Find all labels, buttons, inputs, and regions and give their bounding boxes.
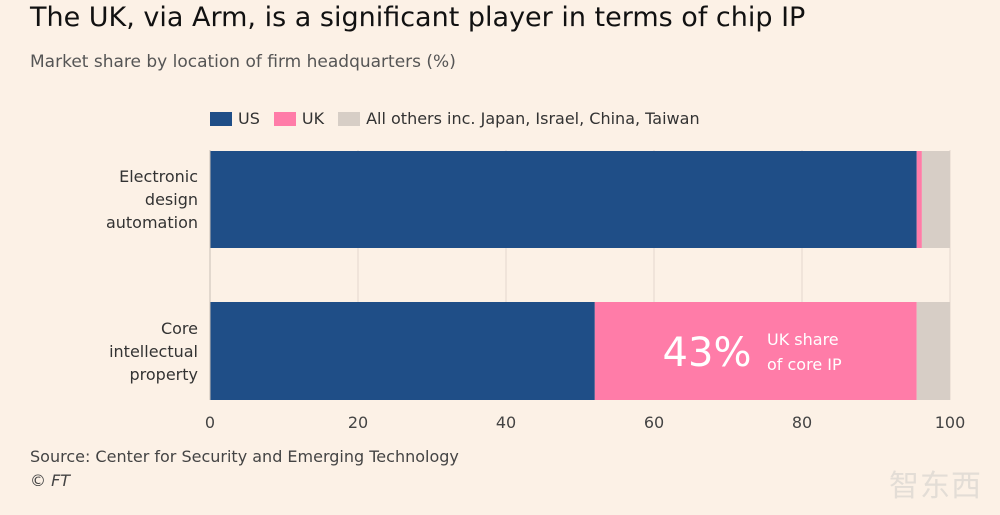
legend-item-others: All others inc. Japan, Israel, China, Ta… bbox=[338, 109, 700, 128]
watermark-logo: 智东西 bbox=[889, 469, 982, 504]
legend-label-us: US bbox=[238, 109, 260, 128]
legend-item-uk: UK bbox=[273, 109, 325, 128]
legend: US UK All others inc. Japan, Israel, Chi… bbox=[210, 109, 714, 128]
bar-uk-0 bbox=[916, 151, 922, 248]
x-tick-label: 100 bbox=[935, 413, 966, 432]
legend-swatch-others bbox=[338, 111, 361, 126]
category-label-core-ip: Core intellectual property bbox=[28, 317, 198, 386]
category-label-eda: Electronic design automation bbox=[28, 165, 198, 234]
chart-subtitle: Market share by location of firm headqua… bbox=[30, 52, 456, 72]
x-tick-label: 80 bbox=[792, 413, 812, 432]
category-label-line: property bbox=[129, 365, 199, 384]
legend-label-others: All others inc. Japan, Israel, China, Ta… bbox=[366, 109, 700, 128]
source-note: Source: Center for Security and Emerging… bbox=[30, 447, 459, 466]
ft-credit: © FT bbox=[30, 471, 71, 490]
x-tick-label: 40 bbox=[496, 413, 516, 432]
x-tick-label: 0 bbox=[205, 413, 215, 432]
bar-us-0 bbox=[210, 151, 917, 248]
bar-uk-1 bbox=[594, 302, 917, 400]
x-tick-label: 60 bbox=[644, 413, 664, 432]
annotation-text: UK share bbox=[767, 330, 839, 349]
category-label-line: automation bbox=[105, 213, 198, 232]
legend-item-us: US bbox=[210, 109, 260, 128]
bar-all-0 bbox=[921, 151, 950, 248]
category-label-line: intellectual bbox=[109, 342, 198, 361]
legend-swatch-us bbox=[210, 111, 232, 126]
bar-us-1 bbox=[210, 302, 595, 400]
bar-all-1 bbox=[916, 302, 950, 400]
category-label-line: Electronic bbox=[119, 167, 198, 186]
annotation-text: of core IP bbox=[767, 355, 842, 374]
annotation-value: 43% bbox=[663, 330, 752, 376]
legend-label-uk: UK bbox=[301, 109, 325, 128]
chart-title: The UK, via Arm, is a significant player… bbox=[30, 2, 806, 33]
category-label-line: Core bbox=[160, 319, 198, 338]
x-tick-label: 20 bbox=[348, 413, 368, 432]
legend-swatch-uk bbox=[273, 111, 296, 126]
category-label-line: design bbox=[144, 190, 198, 209]
